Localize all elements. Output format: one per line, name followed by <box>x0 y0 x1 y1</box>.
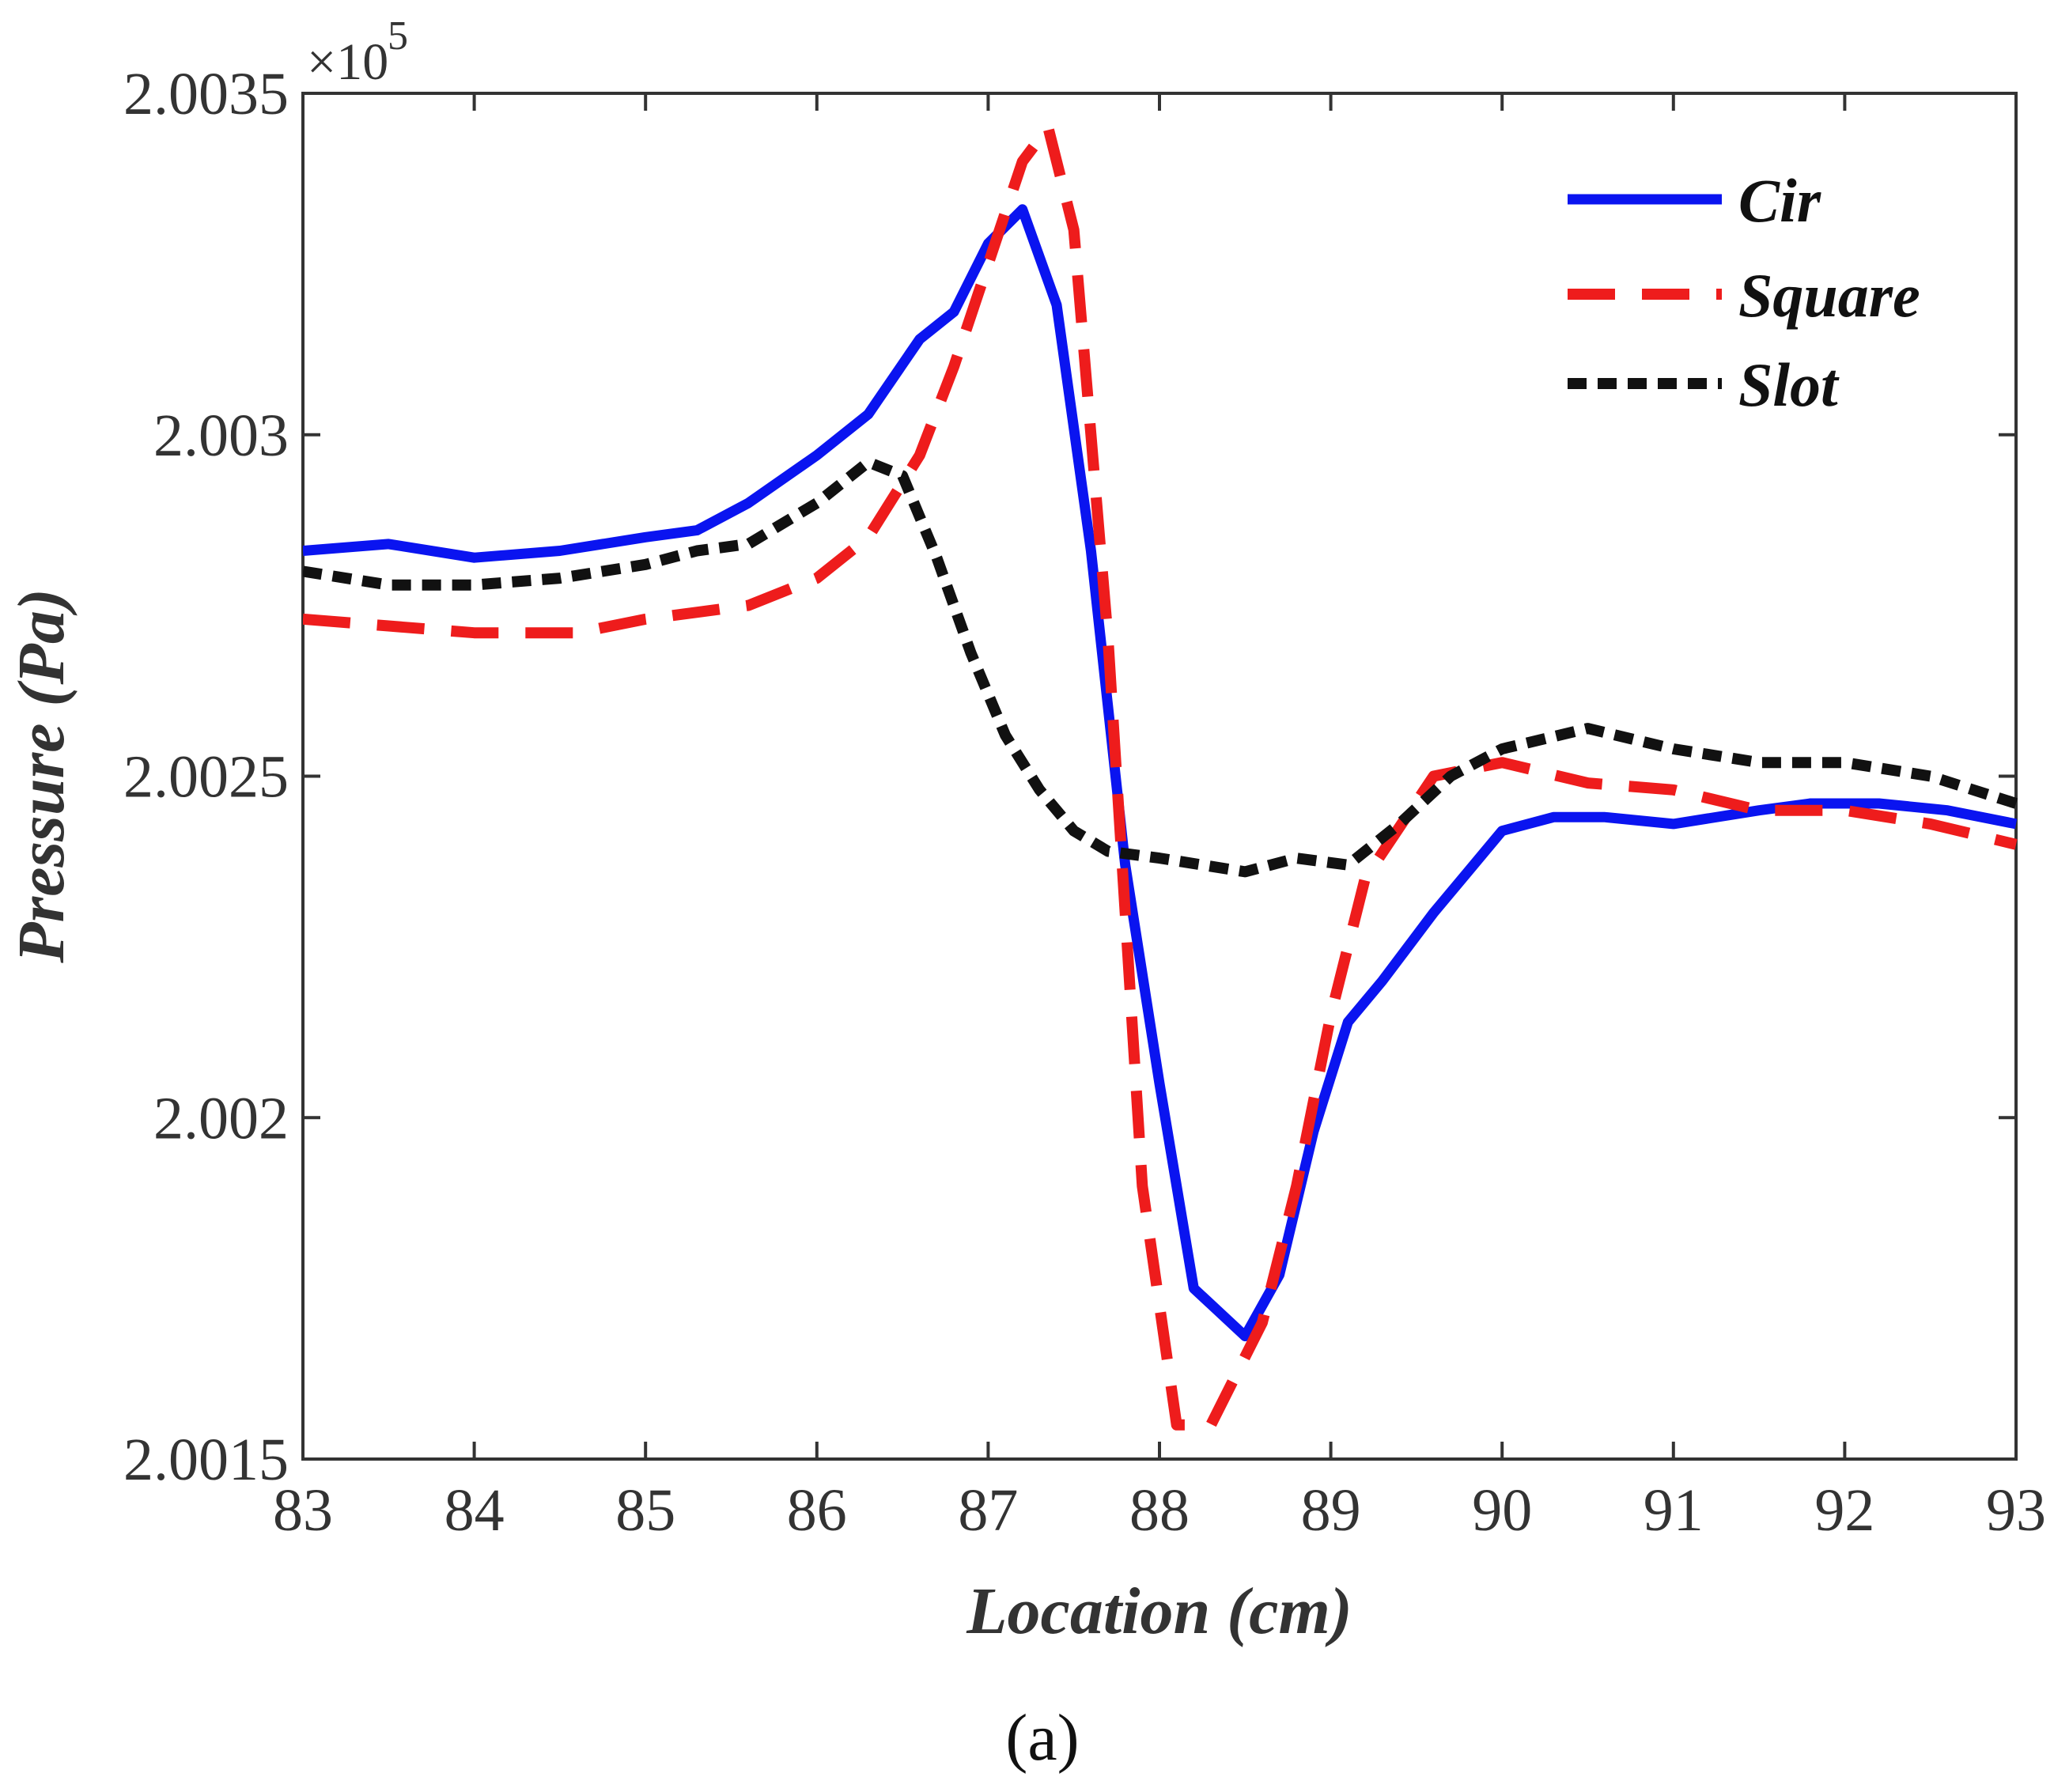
y-multiplier-exponent: 5 <box>388 13 408 59</box>
x-tick-label: 86 <box>787 1477 847 1544</box>
axis-layer: 83 84 85 86 87 88 89 90 91 92 93 2.0015 2.002 2.0025 2… <box>123 61 2046 1544</box>
x-axis-title: Location (cm) <box>966 1575 1352 1648</box>
y-axis-title: Pressure (Pa) <box>5 588 78 964</box>
plot-area <box>301 92 2018 1461</box>
y-multiplier-base: ×10 <box>307 33 388 91</box>
series-line-cir <box>303 204 2018 1342</box>
x-tick-label: 93 <box>1986 1477 2046 1544</box>
x-tick-label: 87 <box>958 1477 1018 1544</box>
legend-label-slot: Slot <box>1738 350 1840 419</box>
series-layer <box>303 122 2018 1431</box>
x-tick-label: 84 <box>444 1477 505 1544</box>
x-tick-label: 91 <box>1644 1477 1704 1544</box>
figure-caption: (a) <box>1005 1701 1079 1775</box>
x-tick-label: 83 <box>273 1477 333 1544</box>
y-tick-label: 2.0035 <box>123 61 289 127</box>
x-tick-label: 90 <box>1472 1477 1532 1544</box>
y-exponent-label: ×10 5 <box>307 13 408 91</box>
series-line-slot <box>303 456 2018 878</box>
x-tick-label: 89 <box>1301 1477 1361 1544</box>
series-line-square <box>303 122 2018 1431</box>
legend-label-square: Square <box>1738 261 1920 330</box>
y-tick-label: 2.003 <box>153 403 289 469</box>
y-tick-label: 2.002 <box>153 1085 289 1151</box>
x-tick-label: 92 <box>1814 1477 1874 1544</box>
y-tick-label: 2.0015 <box>123 1427 289 1493</box>
x-tick-label: 88 <box>1129 1477 1190 1544</box>
legend: Cir Square Slot <box>1568 166 1920 419</box>
legend-label-cir: Cir <box>1738 166 1821 235</box>
x-tick-label: 85 <box>615 1477 675 1544</box>
y-tick-label: 2.0025 <box>123 744 289 811</box>
